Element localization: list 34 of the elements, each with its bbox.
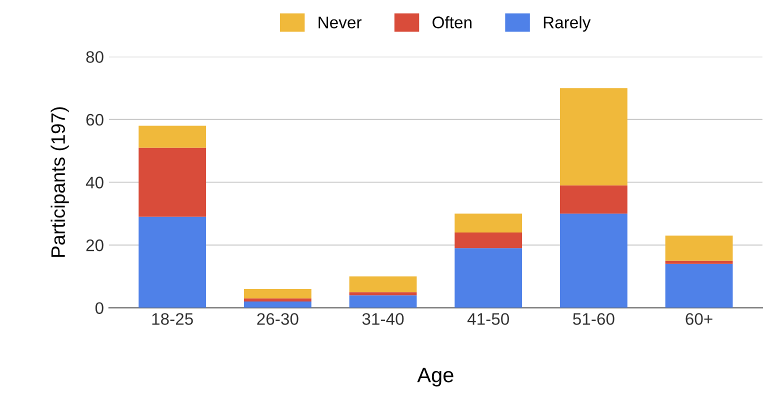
x-tick-label: 60+ bbox=[686, 313, 712, 325]
bar bbox=[560, 214, 628, 308]
y-tick-label: 40 bbox=[86, 176, 104, 188]
bar bbox=[138, 148, 206, 217]
bar bbox=[244, 298, 312, 302]
x-axis-title: Age bbox=[417, 368, 454, 387]
bar bbox=[665, 260, 733, 264]
legend-label: Often bbox=[432, 16, 472, 28]
bar bbox=[349, 276, 417, 292]
bar bbox=[454, 214, 522, 232]
y-tick-label: 60 bbox=[86, 114, 104, 126]
bar bbox=[665, 236, 733, 261]
x-tick-label: 18-25 bbox=[152, 313, 193, 325]
bar bbox=[244, 302, 312, 308]
y-tick-label: 0 bbox=[95, 302, 104, 314]
bar bbox=[560, 185, 628, 214]
legend-label: Rarely bbox=[544, 16, 591, 32]
bar bbox=[138, 216, 206, 308]
bar bbox=[454, 248, 522, 308]
bar bbox=[244, 288, 312, 298]
x-tick-label: 41-50 bbox=[467, 313, 510, 325]
bar bbox=[560, 88, 628, 186]
legend-label: Never bbox=[318, 16, 362, 28]
bar bbox=[665, 264, 733, 308]
y-tick-label: 80 bbox=[86, 51, 104, 63]
bar bbox=[349, 295, 417, 308]
bar bbox=[454, 232, 522, 248]
y-axis-title: Participants (197) bbox=[50, 107, 69, 257]
x-tick-label: 51-60 bbox=[573, 313, 614, 325]
bar bbox=[349, 292, 417, 296]
bar bbox=[138, 126, 206, 148]
x-tick-label: 26-30 bbox=[257, 313, 298, 325]
y-tick-label: 20 bbox=[86, 239, 104, 252]
x-tick-label: 31-40 bbox=[362, 313, 404, 325]
